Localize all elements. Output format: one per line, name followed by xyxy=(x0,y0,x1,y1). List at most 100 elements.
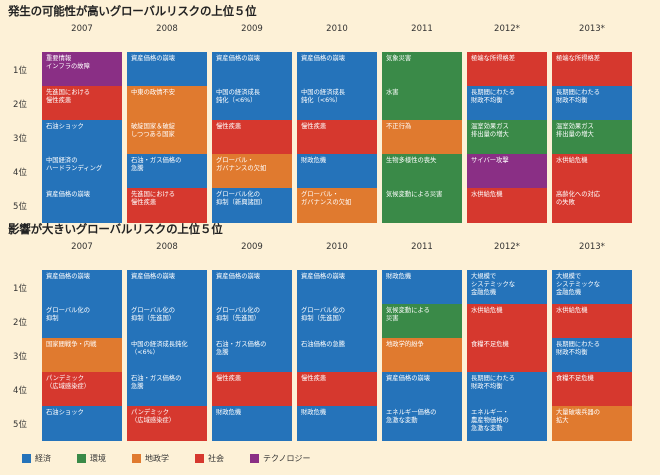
year-header: 2010 xyxy=(326,24,348,34)
risk-cell: 食糧不足危機 xyxy=(467,338,547,373)
rank-label: 3位 xyxy=(13,134,27,144)
risk-cell: 慢性疾患 xyxy=(297,120,377,155)
risk-cell: 慢性疾患 xyxy=(212,120,292,155)
risk-cell: 資産価格の崩壊 xyxy=(127,270,207,305)
risk-cell: グローバル化の 抑制（先進国） xyxy=(212,304,292,339)
legend-item-environment: 環境 xyxy=(77,453,106,464)
risk-cell: 財政危機 xyxy=(297,154,377,189)
year-header: 2012* xyxy=(494,242,520,252)
risk-cell: グローバル化の 抑制 xyxy=(42,304,122,339)
rank-label: 1位 xyxy=(13,284,27,294)
risk-cell: 中東の政情不安 xyxy=(127,86,207,121)
year-header: 2013* xyxy=(579,242,605,252)
risk-cell: グローバル化の 抑制（新興諸国） xyxy=(212,188,292,223)
risk-cell: 水供給危機 xyxy=(467,188,547,223)
year-header: 2012* xyxy=(494,24,520,34)
legend-swatch xyxy=(195,454,204,463)
year-header: 2007 xyxy=(71,24,93,34)
legend-swatch xyxy=(250,454,259,463)
year-header: 2007 xyxy=(71,242,93,252)
risk-cell: 長期間にわたる 財政不均衡 xyxy=(552,338,632,373)
risk-cell: 極端な所得格差 xyxy=(467,52,547,87)
risk-cell: 資産価格の崩壊 xyxy=(42,188,122,223)
risk-cell: 生物多様性の喪失 xyxy=(382,154,462,189)
risk-cell: 慢性疾患 xyxy=(297,372,377,407)
risk-cell: 不正行為 xyxy=(382,120,462,155)
panel-title: 発生の可能性が高いグローバルリスクの上位５位 xyxy=(8,4,257,18)
risk-cell: 石油・ガス価格の 急騰 xyxy=(127,154,207,189)
risk-cell: 大規模で システミックな 金融危機 xyxy=(467,270,547,305)
legend-item-societal: 社会 xyxy=(195,453,224,464)
risk-cell: 石油・ガス価格の 急騰 xyxy=(212,338,292,373)
rank-label: 1位 xyxy=(13,66,27,76)
rank-label: 4位 xyxy=(13,168,27,178)
risk-cell: 気候変動による 災害 xyxy=(382,304,462,339)
year-header: 2009 xyxy=(241,24,263,34)
risk-cell: エネルギー・ 農産物価格の 急激な変動 xyxy=(467,406,547,441)
risk-cell: 資産価格の崩壊 xyxy=(127,52,207,87)
risk-cell: 石油・ガス価格の 急騰 xyxy=(127,372,207,407)
risk-cell: 先進国における 慢性疾患 xyxy=(42,86,122,121)
year-header: 2011 xyxy=(411,24,433,34)
risk-cell: 長期間にわたる 財政不均衡 xyxy=(467,372,547,407)
rank-label: 5位 xyxy=(13,202,27,212)
risk-cell: 中国の経済成長 鈍化（<6%） xyxy=(297,86,377,121)
risk-cell: 国家間戦争・内戦 xyxy=(42,338,122,373)
year-header: 2013* xyxy=(579,24,605,34)
risk-cell: 水供給危機 xyxy=(552,304,632,339)
year-header: 2009 xyxy=(241,242,263,252)
panel-title: 影響が大きいグローバルリスクの上位５位 xyxy=(8,222,223,236)
risk-cell: サイバー攻撃 xyxy=(467,154,547,189)
risk-cell: 水害 xyxy=(382,86,462,121)
risk-cell: 慢性疾患 xyxy=(212,372,292,407)
legend-item-technological: テクノロジー xyxy=(250,453,311,464)
risk-cell: 資産価格の崩壊 xyxy=(212,52,292,87)
risk-cell: 水供給危機 xyxy=(552,154,632,189)
risk-cell: 地政学的紛争 xyxy=(382,338,462,373)
risk-cell: 石油ショック xyxy=(42,406,122,441)
year-header: 2008 xyxy=(156,24,178,34)
risk-cell: グローバル化の 抑制（先進国） xyxy=(127,304,207,339)
legend-label: 経済 xyxy=(35,454,51,463)
risk-cell: 資産価格の崩壊 xyxy=(297,270,377,305)
legend-swatch xyxy=(77,454,86,463)
legend-swatch xyxy=(132,454,141,463)
risk-cell: 気象災害 xyxy=(382,52,462,87)
legend: 経済 環境 地政学 社会 テクノロジー xyxy=(22,453,311,464)
year-header: 2011 xyxy=(411,242,433,252)
rank-label: 2位 xyxy=(13,318,27,328)
risk-cell: 長期間にわたる 財政不均衡 xyxy=(467,86,547,121)
legend-label: 環境 xyxy=(90,454,106,463)
risk-cell: 温室効果ガス 排出量の増大 xyxy=(467,120,547,155)
risk-cell: グローバル・ ガバナンスの欠如 xyxy=(297,188,377,223)
risk-cell: 破綻国家＆破綻 しつつある国家 xyxy=(127,120,207,155)
risk-cell: 財政危機 xyxy=(212,406,292,441)
risk-cell: 先進国における 慢性疾患 xyxy=(127,188,207,223)
risk-cell: 石油価格の急騰 xyxy=(297,338,377,373)
risk-cell: パンデミック （広域感染症） xyxy=(42,372,122,407)
risk-cell: 石油ショック xyxy=(42,120,122,155)
risk-cell: 中国経済の ハードランディング xyxy=(42,154,122,189)
risk-cell: 中国の経済成長 鈍化（<6%） xyxy=(212,86,292,121)
risk-cell: 長期間にわたる 財政不均衡 xyxy=(552,86,632,121)
risk-cell: 大規模で システミックな 金融危機 xyxy=(552,270,632,305)
year-header: 2008 xyxy=(156,242,178,252)
risk-cell: エネルギー価格の 急激な変動 xyxy=(382,406,462,441)
risk-cell: 温室効果ガス 排出量の増大 xyxy=(552,120,632,155)
legend-item-economic: 経済 xyxy=(22,453,51,464)
risk-cell: 水供給危機 xyxy=(467,304,547,339)
risk-cell: 食糧不足危機 xyxy=(552,372,632,407)
risk-cell: 財政危機 xyxy=(382,270,462,305)
risk-cell: 資産価格の崩壊 xyxy=(297,52,377,87)
risk-cell: 資産価格の崩壊 xyxy=(382,372,462,407)
rank-label: 5位 xyxy=(13,420,27,430)
rank-label: 3位 xyxy=(13,352,27,362)
legend-label: 社会 xyxy=(208,454,224,463)
risk-cell: グローバル化の 抑制（先進国） xyxy=(297,304,377,339)
risk-cell: グローバル・ ガバナンスの欠如 xyxy=(212,154,292,189)
risk-cell: 中国の経済成長鈍化 （<6%） xyxy=(127,338,207,373)
risk-cell: 資産価格の崩壊 xyxy=(212,270,292,305)
legend-label: 地政学 xyxy=(145,454,169,463)
risk-cell: 大量破壊兵器の 拡大 xyxy=(552,406,632,441)
risk-cell: 気候変動による災害 xyxy=(382,188,462,223)
